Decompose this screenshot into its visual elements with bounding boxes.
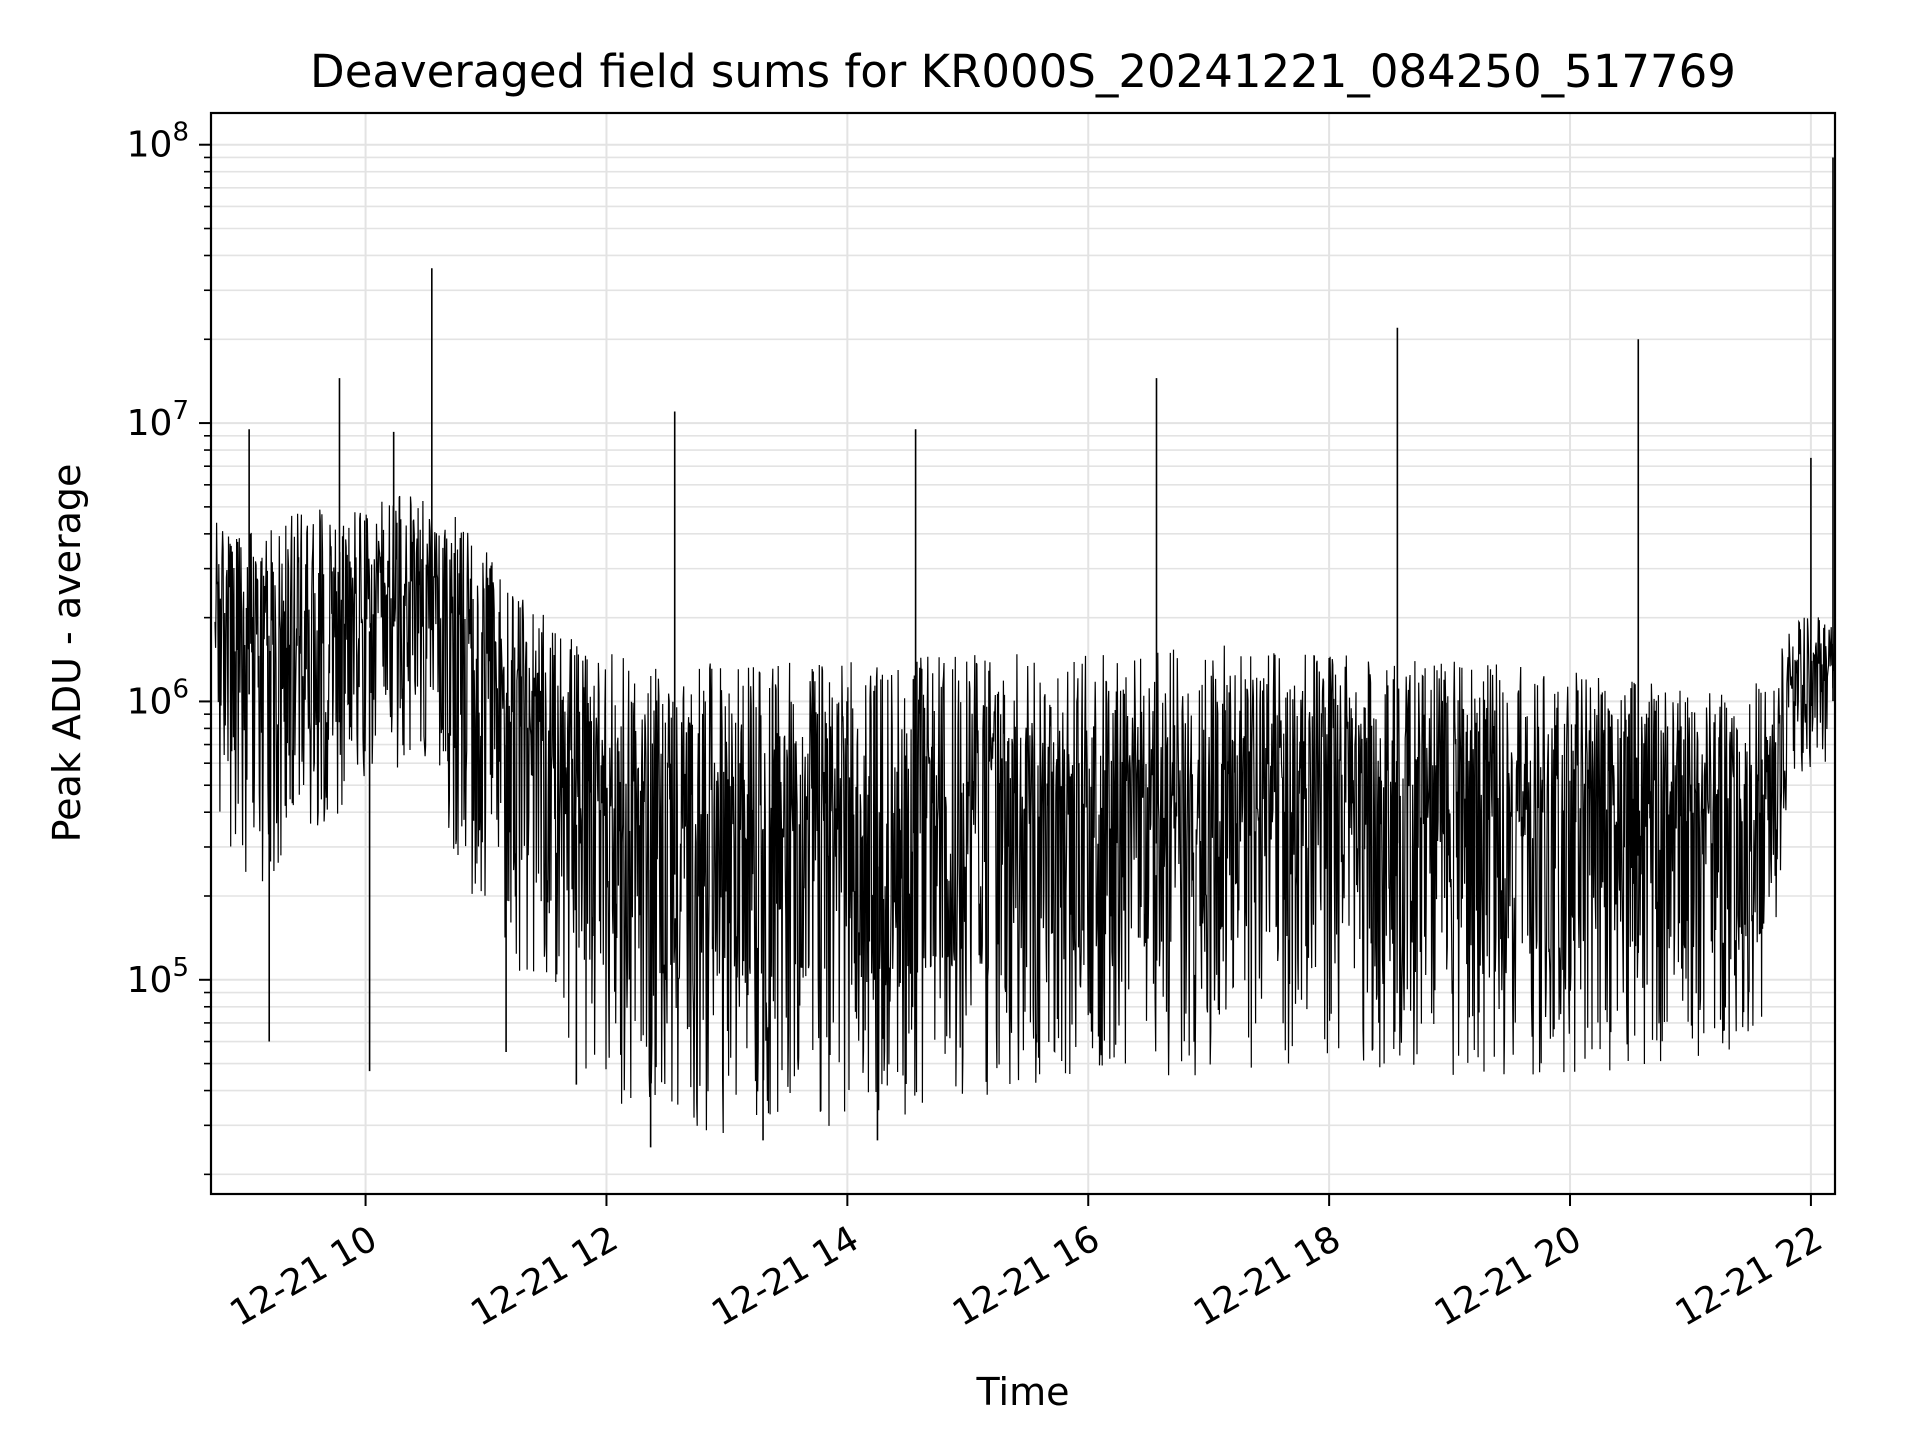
chart-title: Deaveraged field sums for KR000S_2024122… [310,45,1736,98]
y-axis-ticks: 105 106 107 108 [127,118,211,1176]
x-axis-label: Time [976,1370,1070,1414]
x-tick-label: 12-21 14 [705,1218,866,1334]
x-tick-label: 12-21 22 [1669,1218,1830,1334]
x-tick-label: 12-21 16 [946,1218,1107,1334]
y-tick-label: 108 [127,118,189,166]
x-tick-label: 12-21 20 [1428,1218,1589,1334]
y-tick-label: 106 [127,674,189,722]
y-axis-label: Peak ADU - average [45,464,89,843]
y-tick-label: 105 [127,953,189,1001]
x-tick-label: 12-21 12 [464,1218,625,1334]
series-line-layer [214,157,1836,1148]
x-tick-label: 12-21 10 [223,1218,384,1334]
plot-frame [209,111,1837,1196]
series-line [214,495,1836,1134]
x-tick-label: 12-21 18 [1187,1218,1348,1334]
y-tick-label: 107 [127,396,189,444]
x-axis-ticks: 12-21 10 12-21 12 12-21 14 12-21 16 12-21 18… [223,1194,1829,1335]
